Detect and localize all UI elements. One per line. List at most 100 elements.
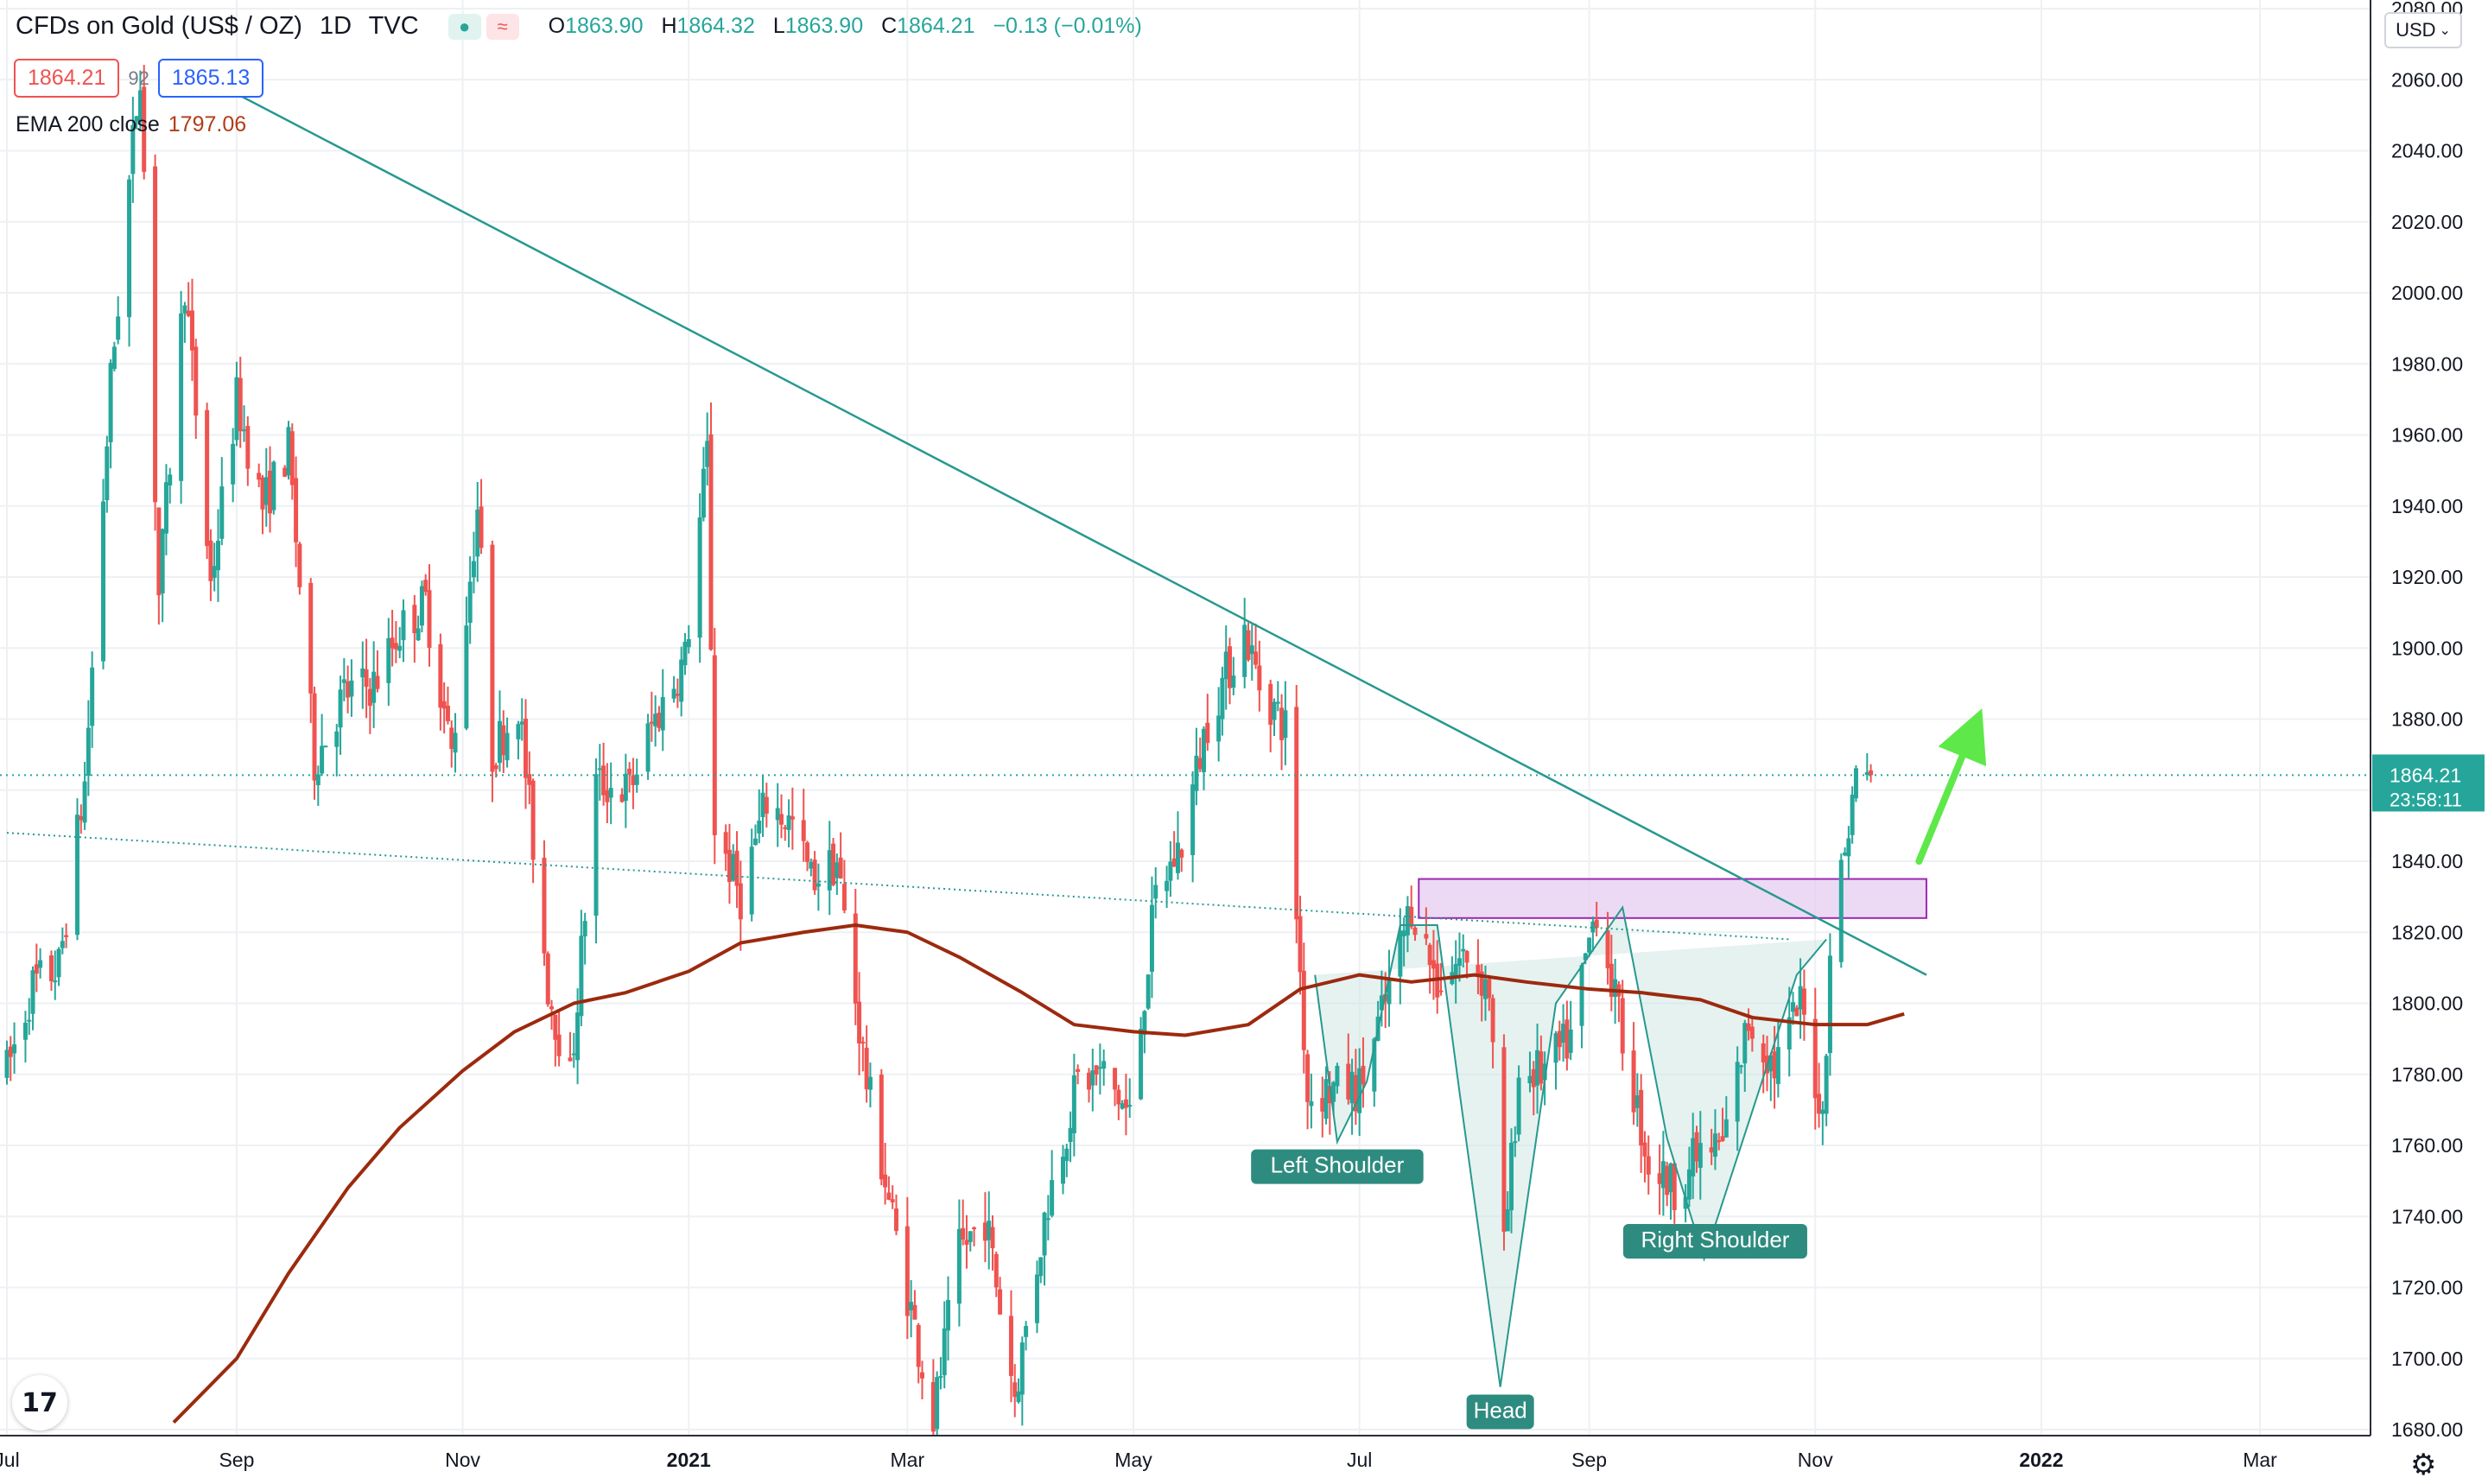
candle-down xyxy=(1179,848,1184,872)
candle-down xyxy=(627,762,632,793)
descending-trendline[interactable] xyxy=(195,71,1927,976)
candle-up xyxy=(1038,1257,1044,1284)
upward-arrow-head[interactable] xyxy=(1938,708,1987,767)
candle-down xyxy=(1409,885,1414,929)
candle-up xyxy=(130,97,136,203)
price-tick-label: 2020.00 xyxy=(2391,211,2463,233)
symbol-title[interactable]: CFDs on Gold (US$ / OZ) 1D TVC xyxy=(16,12,429,41)
candle-up xyxy=(1587,937,1592,957)
gear-icon[interactable]: ⚙ xyxy=(2410,1448,2437,1482)
price-axis[interactable] xyxy=(2371,0,2488,1484)
candle-down xyxy=(727,823,732,904)
candle-up xyxy=(1838,853,1844,968)
candle-down xyxy=(393,621,398,663)
candle-up xyxy=(168,467,173,504)
candle-up xyxy=(1691,1113,1696,1200)
candle-down xyxy=(1531,1061,1536,1116)
candle-up xyxy=(498,690,502,772)
candle-down xyxy=(1761,1034,1766,1094)
candle-up xyxy=(593,758,599,944)
candle-down xyxy=(367,677,372,734)
visibility-toggles: ● ≈ xyxy=(447,13,519,40)
candle-down xyxy=(1694,1126,1699,1173)
candle-up xyxy=(909,1279,914,1338)
candle-down xyxy=(1639,1074,1644,1173)
candle-up xyxy=(634,758,639,793)
candle-down xyxy=(1008,1290,1013,1403)
time-axis[interactable] xyxy=(0,1436,2371,1484)
tradingview-logo-icon[interactable]: 17 xyxy=(12,1375,67,1430)
candle-up xyxy=(1223,625,1228,710)
price-tick-label: 2000.00 xyxy=(2391,282,2463,304)
candle-down xyxy=(156,507,162,625)
candle-up xyxy=(956,1199,962,1327)
candle-down xyxy=(857,972,862,1075)
currency-label: USD xyxy=(2396,19,2436,41)
candle-up xyxy=(60,927,65,954)
candle-up xyxy=(242,405,247,442)
time-tick-label: Mar xyxy=(2243,1449,2277,1471)
candle-down xyxy=(1412,926,1418,942)
candle-down xyxy=(1720,1107,1725,1142)
candle-up xyxy=(1050,1150,1055,1218)
candle-down xyxy=(1801,969,1806,1041)
candle-up xyxy=(1335,1062,1340,1094)
price-tick-label: 1720.00 xyxy=(2391,1277,2463,1299)
candle-down xyxy=(1424,907,1429,946)
time-tick-label: Nov xyxy=(1798,1449,1833,1471)
time-tick-label: May xyxy=(1114,1449,1152,1471)
price-tick-label: 2040.00 xyxy=(2391,140,2463,162)
visibility-dot-icon[interactable]: ● xyxy=(447,13,481,40)
candle-up xyxy=(341,657,346,701)
candle-down xyxy=(1431,929,1436,1000)
candle-up xyxy=(1535,1024,1540,1114)
candle-up xyxy=(731,844,736,882)
dotted-trendline[interactable] xyxy=(6,832,1790,941)
candle-up xyxy=(86,700,91,796)
candle-up xyxy=(942,1301,947,1389)
candle-up xyxy=(505,717,510,768)
candle-down xyxy=(490,540,495,802)
candle-up xyxy=(1509,1128,1514,1233)
candle-up xyxy=(1505,1191,1510,1232)
candle-down xyxy=(153,154,158,531)
candle-up xyxy=(1249,624,1254,682)
candle-up xyxy=(1323,1066,1329,1125)
candle-down xyxy=(734,831,739,909)
buy-button[interactable]: 1865.13 xyxy=(157,59,264,98)
candle-up xyxy=(653,695,658,747)
candle-up xyxy=(134,116,139,130)
sell-button[interactable]: 1864.21 xyxy=(14,59,120,98)
price-tick-label: 1800.00 xyxy=(2391,993,2463,1015)
upward-arrow-shaft[interactable] xyxy=(1915,752,1966,865)
candle-down xyxy=(1087,1068,1092,1103)
price-tick-label: 2060.00 xyxy=(2391,68,2463,91)
candle-up xyxy=(1723,1096,1729,1138)
candle-down xyxy=(346,665,351,713)
candle-down xyxy=(1487,974,1492,1012)
pattern-annotation[interactable]: Left Shoulder xyxy=(1251,1149,1424,1184)
candle-up xyxy=(1850,786,1855,844)
pattern-annotation[interactable]: Right Shoulder xyxy=(1622,1224,1807,1259)
price-tick-label: 1700.00 xyxy=(2391,1348,2463,1370)
candle-up xyxy=(1149,876,1154,999)
low-label: L xyxy=(772,14,785,38)
candle-up xyxy=(938,1357,943,1390)
candle-down xyxy=(1772,1025,1777,1109)
candle-down xyxy=(1557,1020,1562,1061)
pattern-annotation[interactable]: Head xyxy=(1466,1394,1534,1430)
candle-down xyxy=(1298,895,1303,995)
candle-down xyxy=(657,706,662,732)
candle-down xyxy=(841,859,847,914)
ema-indicator-legend[interactable]: EMA 200 close 1797.06 xyxy=(16,112,246,137)
candle-down xyxy=(1279,694,1285,771)
candle-down xyxy=(501,710,506,773)
time-tick-label: Nov xyxy=(445,1449,480,1471)
candle-down xyxy=(1228,637,1233,705)
currency-selector[interactable]: USD ⌄ xyxy=(2384,12,2462,48)
candle-down xyxy=(297,542,302,595)
price-tick-label: 1940.00 xyxy=(2391,495,2463,517)
candle-down xyxy=(568,1031,573,1062)
wave-icon[interactable]: ≈ xyxy=(486,13,519,40)
